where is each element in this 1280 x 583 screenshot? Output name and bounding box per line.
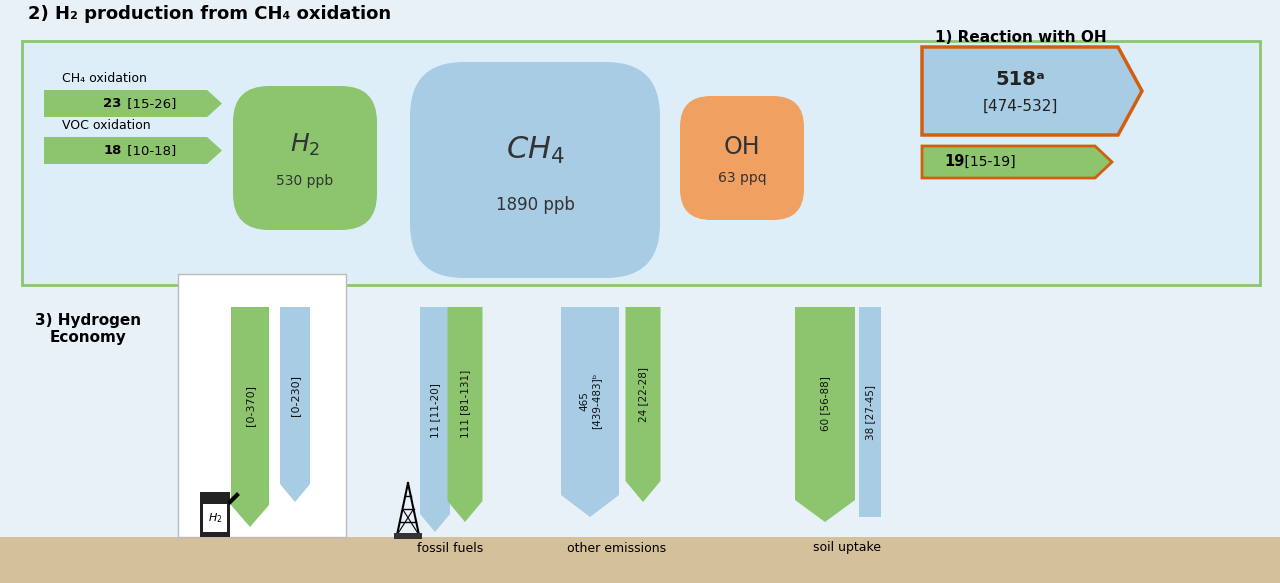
Polygon shape <box>420 307 451 532</box>
Polygon shape <box>448 307 483 522</box>
Polygon shape <box>795 307 855 522</box>
Bar <box>200 492 230 537</box>
Text: 2) H₂ production from CH₄ oxidation: 2) H₂ production from CH₄ oxidation <box>28 5 392 23</box>
Text: 18: 18 <box>104 144 122 157</box>
Text: [0-230]: [0-230] <box>291 375 300 416</box>
Polygon shape <box>922 146 1112 178</box>
Bar <box>0 537 1280 583</box>
Text: 3) Hydrogen
Economy: 3) Hydrogen Economy <box>35 313 141 345</box>
FancyBboxPatch shape <box>410 62 660 278</box>
Polygon shape <box>561 307 620 517</box>
Text: $H_2$: $H_2$ <box>207 511 223 525</box>
Text: 465
[439-483]ᵇ: 465 [439-483]ᵇ <box>580 373 600 429</box>
Text: 1890 ppb: 1890 ppb <box>495 195 575 213</box>
Bar <box>204 504 227 532</box>
FancyBboxPatch shape <box>233 86 378 230</box>
Text: VOC oxidation: VOC oxidation <box>61 119 151 132</box>
Text: 23: 23 <box>104 97 122 110</box>
Text: 530 ppb: 530 ppb <box>276 174 334 188</box>
Text: CH₄ oxidation: CH₄ oxidation <box>61 72 147 85</box>
Text: $CH_4$: $CH_4$ <box>506 135 564 166</box>
Text: 1) Reaction with OH: 1) Reaction with OH <box>934 30 1107 45</box>
Text: [0-370]: [0-370] <box>244 385 255 427</box>
Text: OH: OH <box>723 135 760 159</box>
Text: 60 [56-88]: 60 [56-88] <box>820 376 829 431</box>
Polygon shape <box>280 307 310 502</box>
FancyBboxPatch shape <box>680 96 804 220</box>
Text: [474-532]: [474-532] <box>982 99 1057 114</box>
Bar <box>394 533 422 539</box>
Text: 38 [27-45]: 38 [27-45] <box>865 385 876 440</box>
Polygon shape <box>922 47 1142 135</box>
Polygon shape <box>44 137 221 164</box>
Text: 24 [22-28]: 24 [22-28] <box>637 367 648 422</box>
Text: [10-18]: [10-18] <box>123 144 175 157</box>
Bar <box>178 274 346 537</box>
Bar <box>859 307 881 517</box>
Text: 19: 19 <box>945 154 964 170</box>
Polygon shape <box>44 90 221 117</box>
Text: other emissions: other emissions <box>567 542 667 554</box>
Text: 63 ppq: 63 ppq <box>718 171 767 185</box>
Polygon shape <box>230 307 269 527</box>
Text: 518ᵃ: 518ᵃ <box>995 70 1044 89</box>
Text: soil uptake: soil uptake <box>813 542 881 554</box>
Polygon shape <box>626 307 660 502</box>
FancyBboxPatch shape <box>22 41 1260 285</box>
Text: [15-19]: [15-19] <box>960 155 1015 169</box>
Text: 111 [81-131]: 111 [81-131] <box>460 370 470 438</box>
Text: fossil fuels: fossil fuels <box>417 542 483 554</box>
Text: $H_2$: $H_2$ <box>289 132 320 158</box>
Text: [15-26]: [15-26] <box>123 97 175 110</box>
Text: 11 [11-20]: 11 [11-20] <box>430 383 440 438</box>
